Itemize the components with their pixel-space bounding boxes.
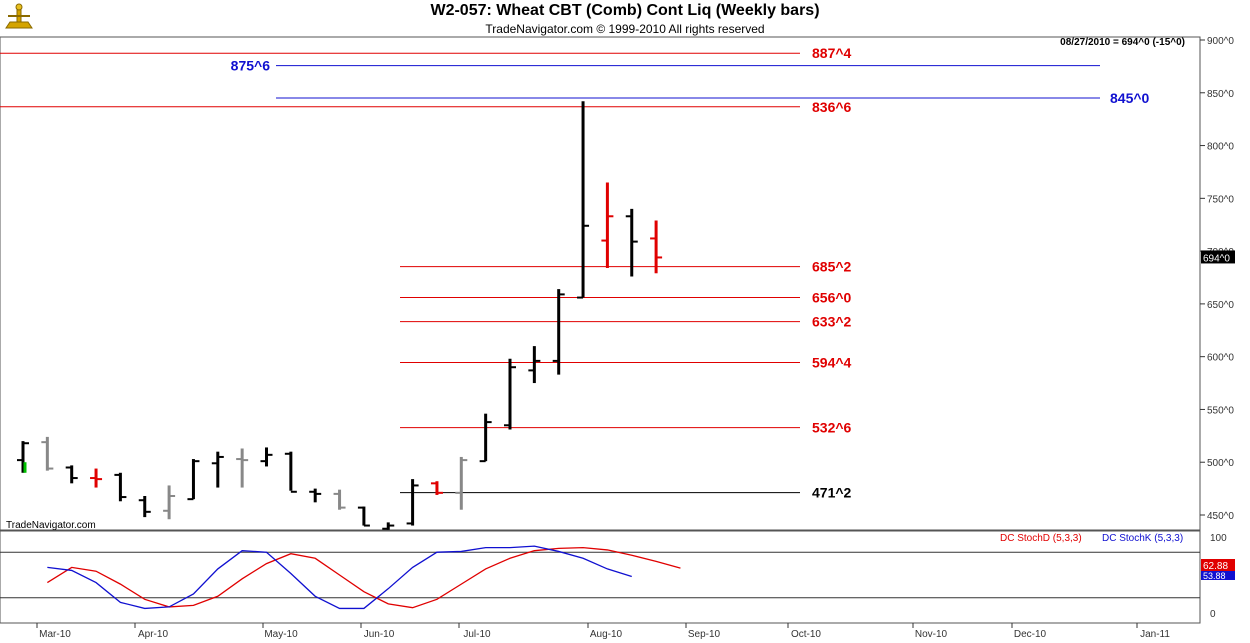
- ohlc-bar: [479, 413, 492, 463]
- ohlc-bar: [284, 451, 297, 493]
- x-tick-label: Jul-10: [463, 629, 491, 640]
- x-tick-label: Oct-10: [791, 629, 821, 640]
- price-panel-frame: [0, 36, 1201, 531]
- ohlc-bar: [601, 182, 614, 268]
- price-bars-group: [17, 101, 663, 530]
- x-tick-label: Dec-10: [1014, 629, 1047, 640]
- ohlc-bar: [17, 441, 29, 473]
- chart-title: W2-057: Wheat CBT (Comb) Cont Liq (Weekl…: [430, 2, 820, 19]
- level-label-2: 845^0: [1110, 90, 1150, 106]
- level-label-7: 594^4: [812, 354, 852, 370]
- ohlc-bar: [333, 489, 346, 510]
- ohlc-bar: [528, 346, 541, 384]
- ohlc-bar: [163, 485, 176, 520]
- level-label-3: 836^6: [812, 99, 852, 115]
- y-tick-label: 600^0: [1207, 353, 1234, 364]
- ohlc-bar: [260, 447, 273, 467]
- ohlc-bar: [650, 220, 663, 274]
- level-label-1: 875^6: [231, 58, 271, 74]
- x-tick-label: Sep-10: [688, 629, 721, 640]
- y-tick-label: 500^0: [1207, 458, 1234, 469]
- status-text: 08/27/2010 = 694^0 (-15^0): [1060, 37, 1185, 48]
- x-tick-label: Nov-10: [915, 629, 948, 640]
- chart-subtitle: TradeNavigator.com © 1999-2010 All right…: [485, 22, 765, 36]
- level-label-4: 685^2: [812, 259, 852, 275]
- level-label-0: 887^4: [812, 45, 852, 61]
- x-axis: Mar-10 Apr-10 May-10 Jun-10 Jul-10 Aug-10 Sep-…: [36, 623, 1170, 640]
- ohlc-bar: [114, 472, 127, 502]
- ohlc-bar: [309, 488, 322, 503]
- price-y-axis: 900^0850^0800^0750^0700^0650^0600^0550^0…: [1200, 36, 1235, 522]
- ohlc-bar: [138, 496, 151, 518]
- stoch-y-tick-label: 100: [1210, 533, 1227, 544]
- stoch-panel-frame: [0, 530, 1201, 624]
- x-tick-label: Jan-11: [1140, 629, 1170, 640]
- ohlc-bar: [187, 459, 200, 501]
- stochastic-group: DC StochD (5,3,3) DC StochK (5,3,3) 100 0 62…: [0, 533, 1235, 620]
- y-tick-label: 450^0: [1207, 511, 1234, 522]
- y-tick-label: 550^0: [1207, 405, 1234, 416]
- logo-icon: [5, 3, 33, 29]
- stoch-y-tick-label: 0: [1210, 609, 1216, 620]
- stoch-series-line-1: [47, 545, 632, 610]
- ohlc-bar: [455, 456, 468, 510]
- watermark-text: TradeNavigator.com: [6, 520, 96, 531]
- stoch-series-line-0: [47, 546, 681, 609]
- ohlc-bar: [382, 522, 395, 530]
- x-tick-label: Aug-10: [590, 629, 623, 640]
- ohlc-bar: [504, 358, 516, 430]
- stoch-legend-0: DC StochD (5,3,3): [1000, 533, 1082, 544]
- ohlc-bar: [552, 289, 565, 375]
- ohlc-bar: [406, 479, 419, 526]
- x-tick-label: May-10: [264, 629, 298, 640]
- x-tick-label: Mar-10: [39, 629, 71, 640]
- ohlc-bar: [577, 101, 590, 299]
- level-lines-group: 887^4 875^6 845^0 836^6 685^2 656^0 633^2 594^4…: [0, 45, 1150, 501]
- stochd-last-label: 62.88: [1203, 561, 1228, 572]
- y-tick-label: 900^0: [1207, 36, 1234, 47]
- ohlc-bar: [236, 448, 249, 488]
- ohlc-bar: [357, 506, 370, 527]
- y-tick-label: 650^0: [1207, 300, 1234, 311]
- y-tick-label: 800^0: [1207, 142, 1234, 153]
- ohlc-bar: [41, 436, 54, 471]
- ohlc-bar: [90, 468, 103, 488]
- stochd-last-badge: [1201, 559, 1235, 571]
- y-tick-label: 850^0: [1207, 89, 1234, 100]
- y-tick-label: 750^0: [1207, 194, 1234, 205]
- x-tick-label: Jun-10: [364, 629, 395, 640]
- stoch-legend-1: DC StochK (5,3,3): [1102, 533, 1183, 544]
- level-label-5: 656^0: [812, 290, 852, 306]
- stochk-last-badge: [1201, 571, 1235, 580]
- ohlc-bar: [430, 481, 443, 495]
- ohlc-bar: [211, 451, 224, 488]
- ohlc-bar: [625, 208, 638, 277]
- last-price-badge: [1201, 250, 1235, 264]
- stochk-last-label: 53.88: [1203, 571, 1226, 581]
- last-price-label: 694^0: [1203, 253, 1230, 264]
- ohlc-bar: [65, 465, 78, 484]
- level-label-8: 532^6: [812, 420, 852, 436]
- x-tick-label: Apr-10: [138, 629, 168, 640]
- level-label-9: 471^2: [812, 485, 852, 501]
- level-label-6: 633^2: [812, 314, 852, 330]
- trade-navigator-logo: [2, 2, 36, 32]
